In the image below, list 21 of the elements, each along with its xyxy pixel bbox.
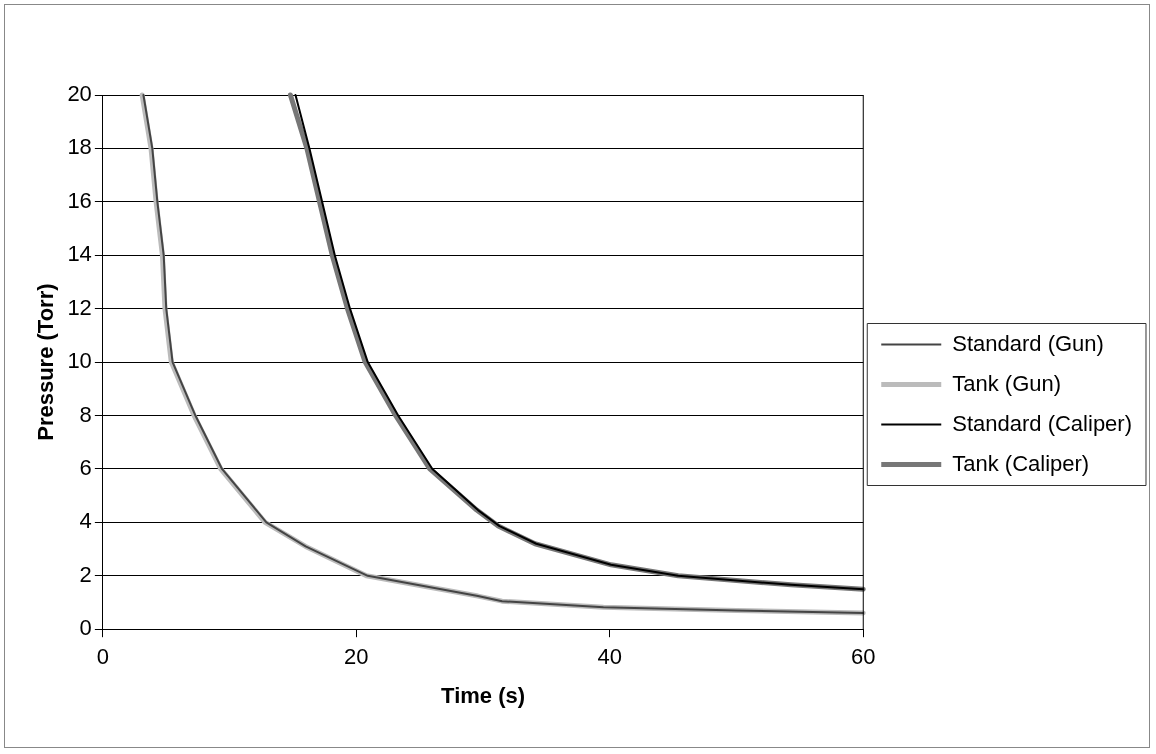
- x-tick-label: 0: [96, 644, 109, 670]
- y-tick-label: 18: [67, 134, 92, 160]
- y-tick-label: 12: [67, 294, 92, 320]
- x-axis-title: Time (s): [441, 682, 526, 708]
- x-tick-label: 40: [597, 644, 623, 670]
- legend-label: Tank (Caliper): [952, 450, 1090, 476]
- y-tick-label: 4: [79, 508, 92, 534]
- y-tick-label: 16: [67, 187, 92, 213]
- legend-label: Standard (Gun): [952, 330, 1104, 356]
- x-tick-label: 60: [851, 644, 876, 670]
- y-tick-label: 20: [67, 81, 92, 107]
- y-tick-label: 6: [79, 455, 92, 480]
- y-tick-label: 10: [67, 348, 92, 374]
- y-axis-title: Pressure (Torr): [33, 283, 59, 441]
- y-tick-label: 0: [79, 615, 92, 641]
- legend-label: Tank (Gun): [952, 370, 1062, 396]
- y-tick-label: 2: [79, 561, 92, 587]
- x-tick-label: 20: [344, 644, 369, 670]
- y-tick-label: 8: [79, 401, 92, 427]
- y-tick-label: 14: [67, 241, 92, 267]
- legend-label: Standard (Caliper): [952, 410, 1132, 436]
